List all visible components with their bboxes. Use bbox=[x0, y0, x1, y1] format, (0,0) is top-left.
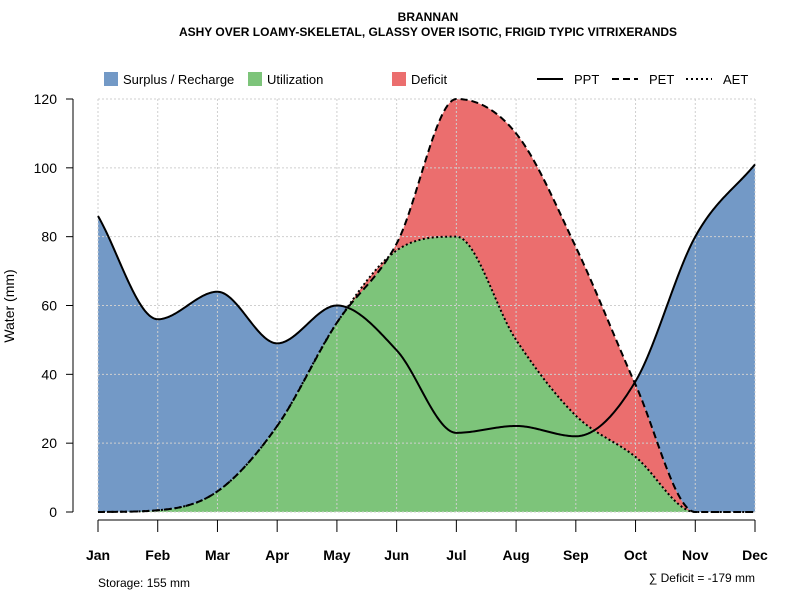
area-deficit bbox=[98, 99, 755, 512]
x-tick-label-jul: Jul bbox=[446, 547, 466, 563]
series-line-ppt bbox=[97, 163, 756, 438]
series-layer bbox=[97, 98, 756, 513]
legend-label-aet: AET bbox=[723, 72, 748, 87]
legend-swatch-deficit bbox=[392, 72, 406, 86]
grid-layer bbox=[97, 98, 756, 513]
area-surplus bbox=[98, 99, 755, 512]
deficit-text: ∑ Deficit = -179 mm bbox=[649, 571, 755, 585]
x-tick-label-feb: Feb bbox=[145, 547, 170, 563]
legend-label-surplus: Surplus / Recharge bbox=[123, 72, 234, 87]
legend: Surplus / Recharge Utilization Deficit P… bbox=[104, 72, 748, 87]
y-axis-label: Water (mm) bbox=[1, 269, 17, 342]
legend-label-deficit: Deficit bbox=[411, 72, 448, 87]
y-tick-label: 120 bbox=[34, 91, 58, 107]
y-tick-label: 100 bbox=[34, 160, 58, 176]
storage-text: Storage: 155 mm bbox=[98, 576, 190, 590]
x-tick-label-apr: Apr bbox=[265, 547, 290, 563]
x-tick-label-dec: Dec bbox=[742, 547, 768, 563]
x-tick-label-may: May bbox=[323, 547, 350, 563]
x-tick-label-jan: Jan bbox=[86, 547, 110, 563]
chart-subtitle: ASHY OVER LOAMY-SKELETAL, GLASSY OVER IS… bbox=[179, 25, 677, 39]
y-tick-label: 40 bbox=[41, 366, 57, 382]
y-tick-label: 0 bbox=[49, 504, 57, 520]
axes-layer: 0 20 40 60 80 100 120 Jan Feb Mar Apr May Jun Jul Aug S… bbox=[34, 91, 768, 563]
x-tick-label-mar: Mar bbox=[205, 547, 230, 563]
series-line-pet bbox=[97, 98, 755, 513]
x-tick-label-nov: Nov bbox=[682, 547, 709, 563]
x-tick-label-aug: Aug bbox=[502, 547, 529, 563]
x-tick-label-oct: Oct bbox=[624, 547, 648, 563]
x-tick-label-jun: Jun bbox=[384, 547, 409, 563]
series-line-aet bbox=[97, 235, 755, 513]
legend-label-ppt: PPT bbox=[574, 72, 599, 87]
y-tick-label: 80 bbox=[41, 229, 57, 245]
chart-title: BRANNAN bbox=[398, 10, 459, 24]
legend-swatch-utilization bbox=[248, 72, 262, 86]
y-tick-label: 20 bbox=[41, 435, 57, 451]
legend-label-pet: PET bbox=[649, 72, 674, 87]
y-tick-label: 60 bbox=[41, 298, 57, 314]
legend-label-utilization: Utilization bbox=[267, 72, 323, 87]
legend-swatch-surplus bbox=[104, 72, 118, 86]
x-tick-label-sep: Sep bbox=[563, 547, 589, 563]
